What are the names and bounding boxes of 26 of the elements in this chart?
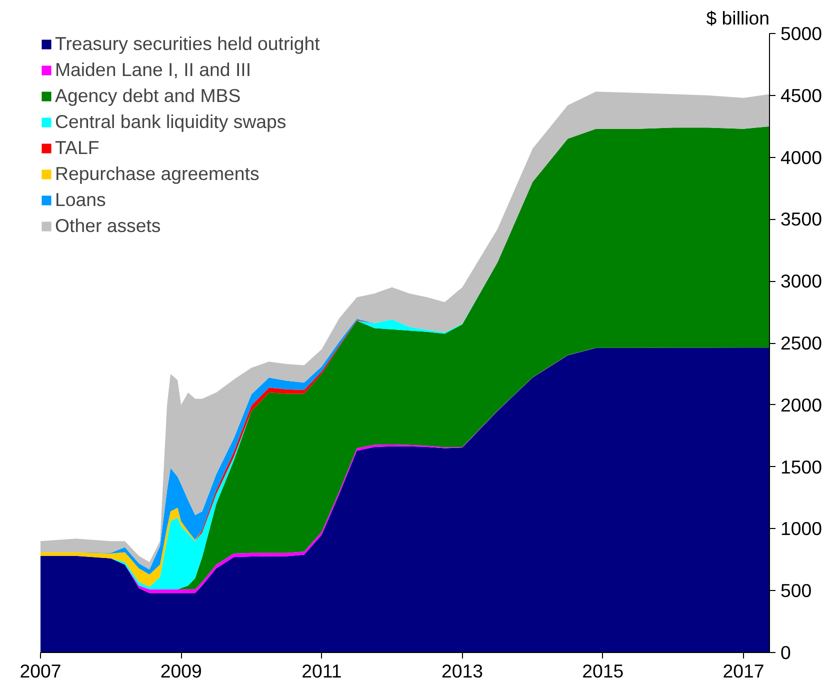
legend-label: TALF bbox=[55, 137, 100, 159]
y-tick-label: 1500 bbox=[780, 456, 822, 478]
y-tick-label: 4500 bbox=[780, 84, 822, 106]
y-tick-label: 4000 bbox=[780, 146, 822, 168]
legend-label: Loans bbox=[55, 189, 106, 211]
x-tick-label: 2017 bbox=[722, 660, 764, 682]
y-tick-label: 3000 bbox=[780, 270, 822, 292]
y-tick-label: 3500 bbox=[780, 208, 822, 230]
y-tick-label: 0 bbox=[780, 642, 791, 663]
y-axis-title: $ billion bbox=[706, 8, 770, 28]
legend-label: Other assets bbox=[55, 215, 161, 237]
x-tick-label: 2007 bbox=[20, 660, 62, 682]
x-tick-label: 2015 bbox=[582, 660, 624, 682]
y-tick-label: 2000 bbox=[780, 394, 822, 416]
legend-label: Treasury securities held outright bbox=[55, 33, 320, 55]
legend-label: Maiden Lane I, II and III bbox=[55, 59, 252, 81]
y-tick-label: 5000 bbox=[780, 23, 822, 44]
legend-label: Central bank liquidity swaps bbox=[55, 111, 286, 133]
x-tick-label: 2011 bbox=[302, 660, 342, 682]
legend-label: Repurchase agreements bbox=[55, 163, 260, 185]
legend-label: Agency debt and MBS bbox=[55, 85, 241, 107]
y-tick-label: 500 bbox=[780, 580, 812, 602]
y-tick-label: 1000 bbox=[780, 518, 822, 540]
x-tick-label: 2009 bbox=[160, 660, 202, 682]
x-tick-label: 2013 bbox=[442, 660, 484, 682]
y-tick-label: 2500 bbox=[780, 332, 822, 354]
